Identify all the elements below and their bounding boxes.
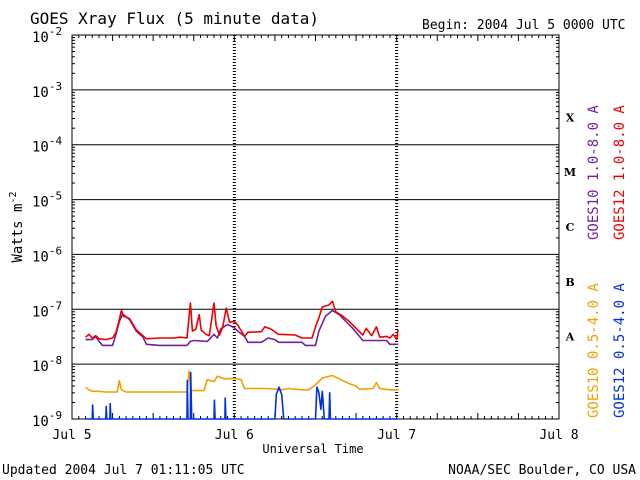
y-tick-exp: -8 xyxy=(49,354,62,367)
y-tick-label: 10-4 xyxy=(32,135,62,156)
credit-label: NOAA/SEC Boulder, CO USA xyxy=(448,463,636,478)
legend-entry: GOES12 1.0-8.0 A xyxy=(612,105,628,240)
y-tick-base: 10 xyxy=(32,85,49,101)
y-tick-label: 10-5 xyxy=(32,190,62,211)
y-axis-label-text: Watts m xyxy=(10,204,26,263)
y-tick-base: 10 xyxy=(32,304,49,320)
plot-frame xyxy=(71,34,560,420)
y-axis-label-sup: -2 xyxy=(8,191,19,203)
legend: GOES10 1.0-8.0 A GOES12 1.0-8.0 A GOES10 0… xyxy=(586,105,628,418)
series-line xyxy=(85,371,398,420)
y-tick-label: 10-8 xyxy=(32,354,62,375)
flare-class-label: X xyxy=(566,111,575,124)
y-tick-exp: -6 xyxy=(49,244,62,257)
flare-class-label: A xyxy=(565,331,575,344)
y-tick-exp: -5 xyxy=(49,190,62,203)
y-tick-exp: -9 xyxy=(49,409,62,422)
series-line xyxy=(85,370,398,393)
y-axis-label: Watts m-2 xyxy=(8,191,26,262)
x-tick-label: Jul 7 xyxy=(377,428,416,443)
y-tick-base: 10 xyxy=(32,30,49,46)
legend-entry: GOES10 0.5-4.0 A xyxy=(586,283,602,418)
x-axis-ticks xyxy=(71,35,560,419)
y-tick-labels: 10-210-310-410-510-610-710-810-9 xyxy=(32,25,62,430)
series-line xyxy=(85,309,398,347)
flare-class-label: C xyxy=(566,221,575,234)
legend-entry: GOES10 1.0-8.0 A xyxy=(586,105,602,240)
y-tick-label: 10-2 xyxy=(32,25,62,46)
y-tick-label: 10-3 xyxy=(32,80,62,101)
y-tick-exp: -3 xyxy=(49,80,62,93)
chart-title: GOES Xray Flux (5 minute data) xyxy=(30,9,319,28)
flare-class-labels: X M C B A xyxy=(564,111,576,343)
decade-grid-lines xyxy=(72,89,559,365)
y-tick-exp: -2 xyxy=(49,25,62,38)
y-tick-label: 10-7 xyxy=(32,299,62,320)
y-tick-base: 10 xyxy=(32,249,49,265)
y-tick-base: 10 xyxy=(32,140,49,156)
series-line xyxy=(84,300,399,341)
updated-timestamp: Updated 2004 Jul 7 01:11:05 UTC xyxy=(2,463,245,478)
flare-class-label: B xyxy=(565,276,574,289)
x-axis-label: Universal Time xyxy=(262,442,363,456)
x-tick-label: Jul 6 xyxy=(215,428,254,443)
y-tick-label: 10-6 xyxy=(32,244,62,265)
x-tick-labels: Jul 5 Jul 6 Jul 7 Jul 8 xyxy=(52,428,578,443)
begin-label: Begin: 2004 Jul 5 0000 UTC xyxy=(422,18,626,33)
legend-entry: GOES12 0.5-4.0 A xyxy=(612,283,628,418)
y-tick-label: 10-9 xyxy=(32,409,62,430)
y-tick-base: 10 xyxy=(32,414,49,430)
y-tick-base: 10 xyxy=(32,195,49,211)
x-tick-label: Jul 5 xyxy=(52,428,91,443)
day-separator-lines xyxy=(232,35,399,419)
y-tick-exp: -7 xyxy=(49,299,62,312)
series-lines xyxy=(84,300,399,420)
y-tick-base: 10 xyxy=(32,359,49,375)
flare-class-label: M xyxy=(564,166,576,179)
y-tick-exp: -4 xyxy=(49,135,63,148)
x-tick-label: Jul 8 xyxy=(539,428,578,443)
